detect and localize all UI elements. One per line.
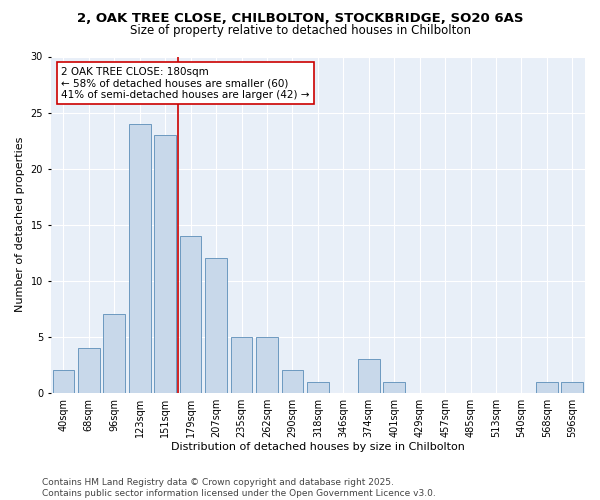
Bar <box>53 370 74 392</box>
Bar <box>256 336 278 392</box>
Bar <box>103 314 125 392</box>
Bar <box>562 382 583 392</box>
Bar <box>358 359 380 392</box>
Bar <box>154 135 176 392</box>
Bar <box>383 382 405 392</box>
Text: 2, OAK TREE CLOSE, CHILBOLTON, STOCKBRIDGE, SO20 6AS: 2, OAK TREE CLOSE, CHILBOLTON, STOCKBRID… <box>77 12 523 26</box>
X-axis label: Distribution of detached houses by size in Chilbolton: Distribution of detached houses by size … <box>171 442 465 452</box>
Bar <box>307 382 329 392</box>
Bar <box>281 370 303 392</box>
Bar <box>129 124 151 392</box>
Text: 2 OAK TREE CLOSE: 180sqm
← 58% of detached houses are smaller (60)
41% of semi-d: 2 OAK TREE CLOSE: 180sqm ← 58% of detach… <box>61 66 310 100</box>
Bar <box>205 258 227 392</box>
Bar <box>231 336 253 392</box>
Bar <box>78 348 100 393</box>
Bar <box>180 236 202 392</box>
Text: Contains HM Land Registry data © Crown copyright and database right 2025.
Contai: Contains HM Land Registry data © Crown c… <box>42 478 436 498</box>
Y-axis label: Number of detached properties: Number of detached properties <box>15 137 25 312</box>
Text: Size of property relative to detached houses in Chilbolton: Size of property relative to detached ho… <box>130 24 470 37</box>
Bar <box>536 382 557 392</box>
